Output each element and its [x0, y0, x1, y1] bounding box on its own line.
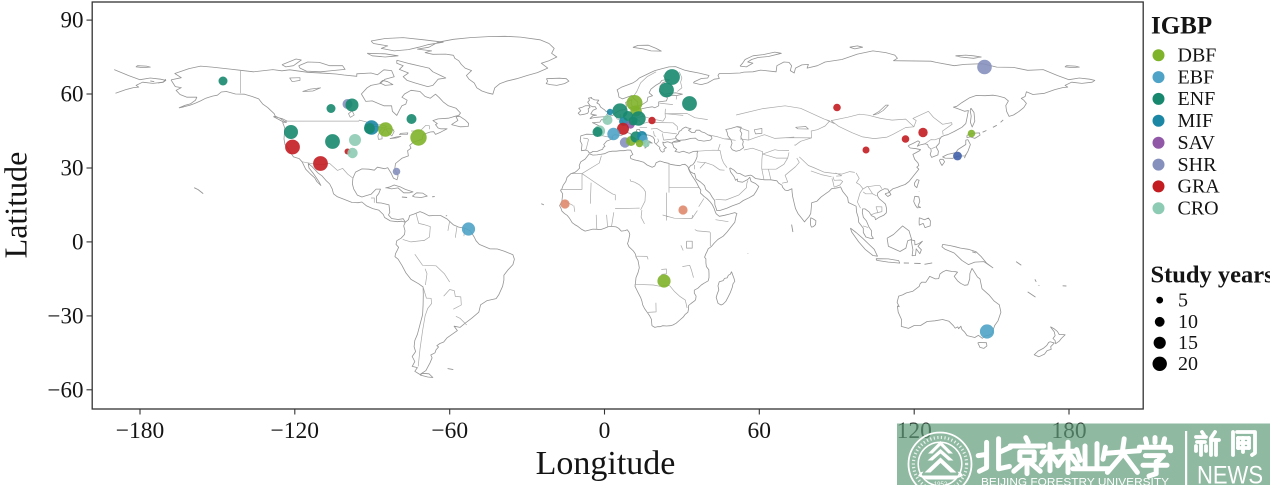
svg-text:60: 60 [61, 82, 84, 107]
svg-text:BEIJING FORESTRY UNIVERSITY: BEIJING FORESTRY UNIVERSITY [981, 477, 1170, 486]
svg-text:−180: −180 [116, 418, 165, 444]
svg-text:CRO: CRO [1178, 198, 1219, 220]
svg-text:30: 30 [61, 156, 84, 181]
svg-text:ENF: ENF [1178, 88, 1216, 110]
svg-text:20: 20 [1178, 353, 1198, 375]
svg-text:60: 60 [748, 418, 772, 444]
svg-text:GRA: GRA [1178, 176, 1221, 198]
svg-text:SHR: SHR [1178, 154, 1218, 176]
svg-text:0: 0 [599, 418, 611, 444]
svg-text:Longitude: Longitude [536, 445, 676, 482]
svg-text:NEWS: NEWS [1197, 462, 1263, 486]
svg-text:−30: −30 [48, 304, 84, 329]
svg-text:5: 5 [1178, 289, 1188, 311]
svg-text:0: 0 [72, 230, 84, 255]
svg-text:−120: −120 [271, 418, 320, 444]
svg-text:DBF: DBF [1178, 45, 1217, 67]
svg-text:15: 15 [1178, 332, 1198, 354]
svg-text:90: 90 [61, 8, 84, 33]
svg-text:10: 10 [1178, 311, 1198, 333]
svg-text:MIF: MIF [1178, 110, 1214, 132]
svg-text:IGBP: IGBP [1151, 13, 1212, 40]
svg-text:EBF: EBF [1178, 66, 1215, 88]
svg-text:Study years: Study years [1151, 262, 1270, 289]
svg-text:Latitude: Latitude [0, 152, 34, 259]
svg-text:−60: −60 [48, 377, 84, 402]
svg-text:SAV: SAV [1178, 132, 1216, 154]
svg-text:−60: −60 [431, 418, 468, 444]
